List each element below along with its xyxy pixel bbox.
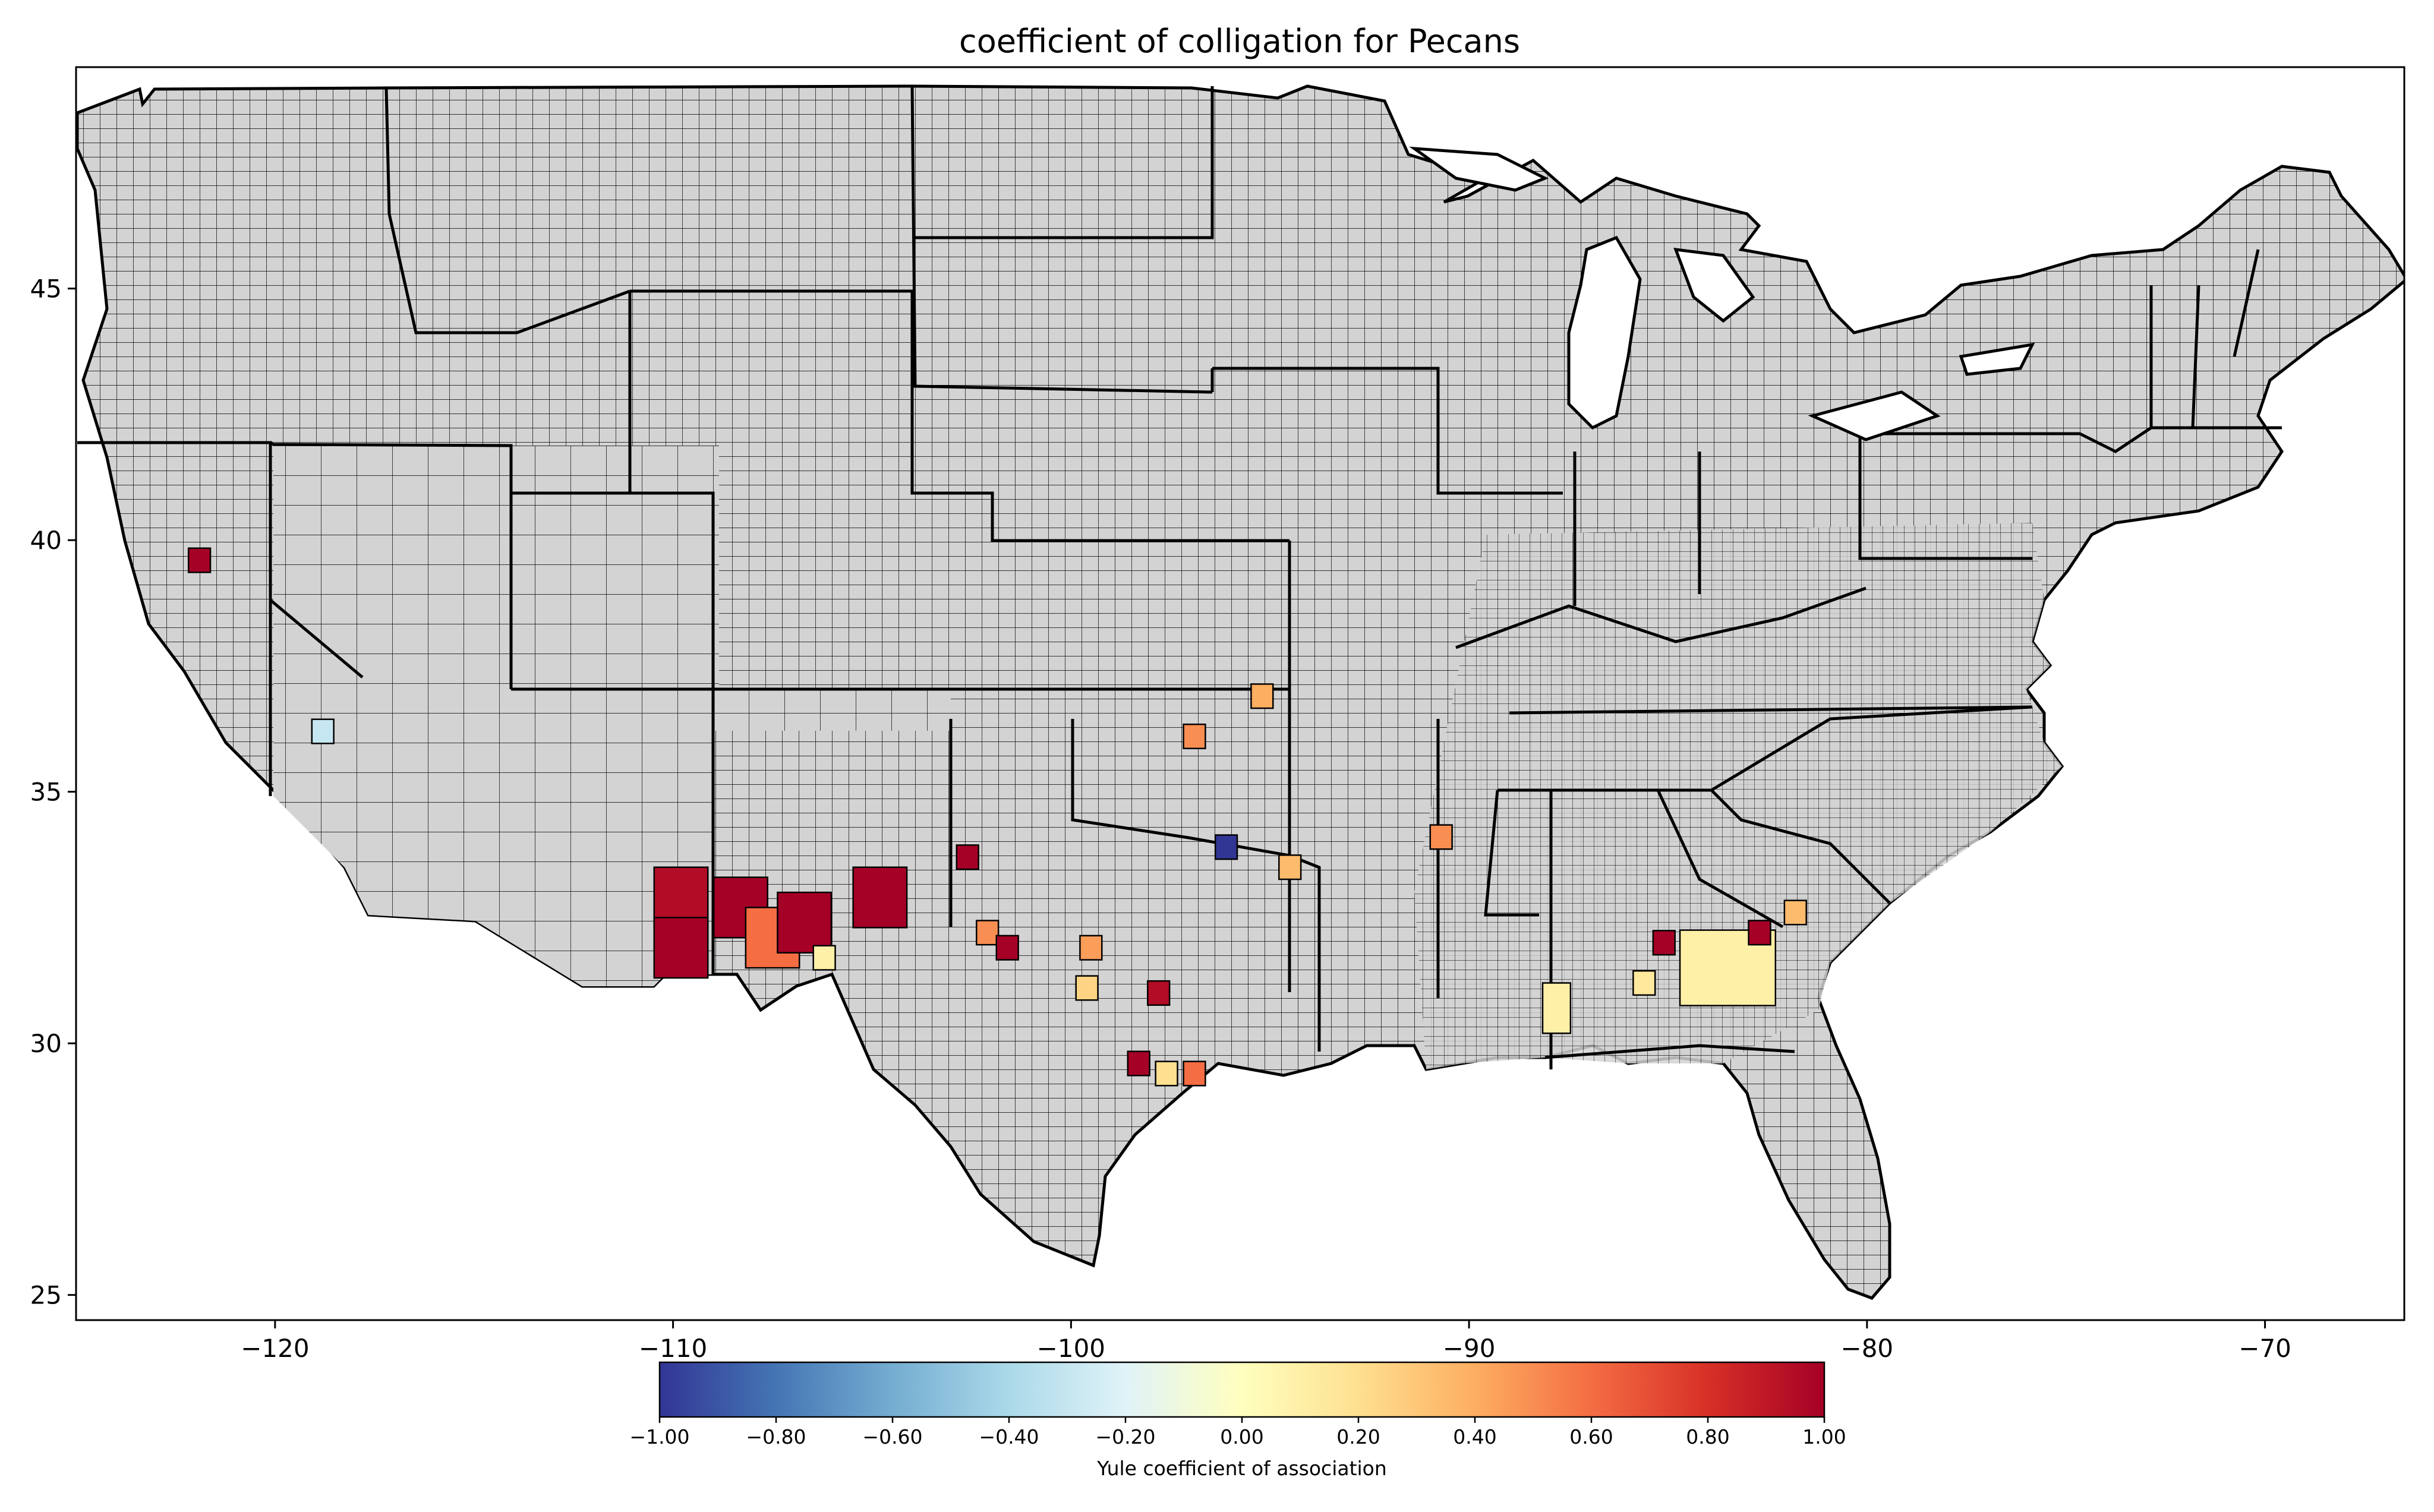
y-axis: 45 40 35 30 25 — [30, 274, 76, 1310]
colorbar-gradient — [658, 1361, 1826, 1418]
county-region — [956, 844, 979, 870]
county-region — [777, 891, 833, 954]
colorbar-tick-label: 0.40 — [1453, 1425, 1496, 1448]
colorbar-tick-label: −0.20 — [1095, 1425, 1155, 1448]
county-region — [1250, 683, 1274, 709]
colorbar-tick-label: 0.00 — [1220, 1425, 1263, 1448]
county-region — [976, 920, 1000, 946]
x-tick-label: −80 — [1841, 1334, 1894, 1363]
county-region — [1155, 1060, 1178, 1087]
county-region — [1632, 970, 1656, 996]
colorbar-tick-label: −0.80 — [746, 1425, 806, 1448]
map-axes — [76, 84, 2404, 1300]
county-region — [1079, 935, 1103, 961]
colorbar-label: Yule coefficient of association — [1096, 1457, 1387, 1480]
y-tick-label: 35 — [30, 778, 62, 807]
colorbar-tick-label: 0.20 — [1336, 1425, 1380, 1448]
county-region — [1183, 723, 1206, 750]
county-region — [1541, 982, 1572, 1034]
x-tick-label: −110 — [639, 1334, 707, 1363]
county-region — [311, 718, 335, 744]
western-county-texture — [273, 446, 951, 986]
county-region — [1278, 854, 1302, 880]
county-region — [1183, 1060, 1206, 1087]
county-region — [1075, 975, 1099, 1001]
colorbar-ticks: −1.00 −0.80 −0.60 −0.40 −0.20 0.00 0.20 0.40 0.6… — [629, 1417, 1846, 1448]
colorbar-tick-label: 0.60 — [1569, 1425, 1613, 1448]
county-region — [1127, 1050, 1150, 1077]
county-region — [995, 935, 1019, 961]
x-tick-label: −90 — [1443, 1334, 1496, 1363]
county-region — [1783, 899, 1807, 926]
colorbar-tick-label: −0.60 — [862, 1425, 922, 1448]
colorbar-tick-label: 0.80 — [1686, 1425, 1729, 1448]
y-tick-label: 45 — [30, 274, 62, 304]
county-region — [1748, 920, 1771, 946]
x-tick-label: −70 — [2238, 1334, 2291, 1363]
map-title: coefficient of colligation for Pecans — [959, 23, 1520, 60]
county-region — [812, 945, 836, 971]
x-axis: −120 −110 −100 −90 −80 −70 — [241, 1320, 2291, 1363]
y-tick-label: 30 — [30, 1029, 62, 1058]
county-region — [653, 917, 709, 979]
colorbar: −1.00 −0.80 −0.60 −0.40 −0.20 0.00 0.20 0.40 0.6… — [629, 1361, 1846, 1480]
county-region — [852, 866, 908, 929]
great-lakes — [1409, 146, 2035, 441]
axes-frame — [75, 66, 2405, 1321]
county-region — [1214, 834, 1238, 860]
colorbar-tick-label: −0.40 — [979, 1425, 1039, 1448]
colorbar-tick-label: −1.00 — [629, 1425, 689, 1448]
eastern-county-texture — [1414, 523, 2062, 1069]
x-tick-label: −120 — [241, 1334, 309, 1363]
y-tick-label: 40 — [30, 526, 62, 555]
x-tick-label: −100 — [1037, 1334, 1105, 1363]
colored-counties — [187, 547, 1807, 1087]
county-region — [1652, 930, 1676, 956]
county-region — [187, 547, 212, 573]
county-region — [1429, 824, 1453, 850]
state-boundaries — [77, 86, 2282, 1069]
y-tick-label: 25 — [30, 1281, 62, 1310]
colorbar-tick-label: 1.00 — [1802, 1425, 1846, 1448]
county-region — [1147, 980, 1171, 1006]
